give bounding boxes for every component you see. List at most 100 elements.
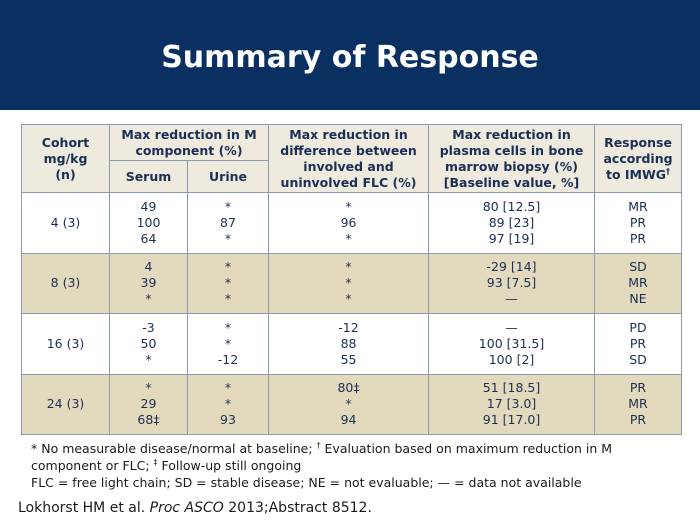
urine-cell: * 87 * (186, 192, 270, 254)
urine-value: * (224, 335, 232, 351)
flc-value: 88 (340, 335, 357, 351)
table-row: 24 (3) * 29 68‡ * * 93 80‡ * 94 51 [18.5] 17 [3.0] 9… (21, 373, 683, 435)
flc-value: -12 (338, 319, 359, 335)
flc-cell: * * * (268, 252, 430, 314)
flc-value: * (345, 275, 352, 291)
footnote-dagger-text: Evaluation based on maximum reduction in… (31, 441, 613, 473)
response-value: PR (629, 230, 647, 246)
flc-cell: -12 88 55 (268, 313, 430, 375)
response-cell: PD PR SD (594, 313, 683, 375)
plasma-value: 91 [17.0] (482, 412, 541, 428)
urine-value: * (224, 291, 232, 307)
header-max-m-component: Max reduction in M component (%) (108, 124, 270, 161)
flc-value: 55 (340, 351, 357, 367)
flc-value: * (345, 198, 352, 214)
cohort-cell: 16 (3) (21, 313, 110, 375)
slide-title: Summary of Response (161, 40, 539, 75)
flc-value: 80‡ (337, 380, 360, 396)
response-value: PR (629, 335, 647, 351)
urine-value: 93 (220, 412, 236, 428)
response-value: SD (629, 351, 647, 367)
plasma-cell: 80 [12.5] 89 [23] 97 [19] (428, 192, 596, 254)
footnote-line2: FLC = free light chain; SD = stable dise… (31, 475, 582, 490)
response-value: MR (628, 198, 648, 214)
flc-cell: 80‡ * 94 (268, 373, 430, 435)
footnotes: * No measurable disease/normal at baseli… (31, 440, 681, 491)
urine-cell: * * * (186, 252, 270, 314)
serum-value: 50 (140, 335, 157, 351)
header-plasma-cells: Max reduction in plasma cells in bone ma… (428, 124, 596, 193)
serum-value: 64 (140, 230, 157, 246)
response-value: PR (629, 214, 647, 230)
plasma-value: — (505, 291, 518, 307)
response-table: Cohort mg/kg (n) Max reduction in M comp… (21, 124, 683, 435)
plasma-cell: -29 [14] 93 [7.5] — (428, 252, 596, 314)
serum-value: 29 (140, 396, 157, 412)
flc-value: * (345, 259, 352, 275)
urine-value: * (224, 319, 232, 335)
serum-value: * (145, 351, 152, 367)
urine-value: * (224, 259, 232, 275)
plasma-cell: 51 [18.5] 17 [3.0] 91 [17.0] (428, 373, 596, 435)
header-response-dagger: † (666, 166, 671, 176)
citation-authors: Lokhorst HM et al. (18, 500, 150, 516)
response-value: SD (629, 259, 647, 275)
citation-journal: Proc ASCO (149, 500, 224, 516)
serum-cell: * 29 68‡ (109, 373, 188, 435)
serum-value: * (145, 291, 152, 307)
urine-value: 87 (220, 214, 236, 230)
urine-value: -12 (217, 351, 239, 367)
plasma-value: 93 [7.5] (486, 275, 537, 291)
header-response-text: Response according to IMWG (603, 134, 673, 182)
header-cohort: Cohort mg/kg (n) (21, 124, 110, 193)
response-value: PR (629, 380, 647, 396)
citation-rest: 2013;Abstract 8512. (223, 500, 372, 516)
serum-value: 100 (136, 214, 161, 230)
serum-cell: 4 39 * (109, 252, 188, 314)
urine-value: * (224, 275, 232, 291)
table-row: 8 (3) 4 39 * * * * * * * -29 [14] 93 [7.5] — SD MR NE (21, 252, 683, 314)
serum-value: 39 (140, 275, 157, 291)
plasma-cell: —100 [31.5] 100 [2] (428, 313, 596, 375)
citation: Lokhorst HM et al. Proc ASCO 2013;Abstra… (18, 500, 678, 516)
response-cell: PR MR PR (594, 373, 683, 435)
footnote-dagger-mark: † (316, 440, 321, 450)
cohort-cell: 8 (3) (21, 252, 110, 314)
plasma-value: 100 [31.5] (478, 335, 545, 351)
table-row: 16 (3) -3 50 * * * -12 -12 88 55—100 [31.5] 100 [2… (21, 313, 683, 375)
flc-cell: * 96 * (268, 192, 430, 254)
header-cohort-line2: mg/kg (43, 150, 88, 166)
response-cell: MR PR PR (594, 192, 683, 254)
footnote-asterisk: * No measurable disease/normal at baseli… (31, 441, 313, 456)
flc-value: * (345, 230, 352, 246)
cohort-cell: 4 (3) (21, 192, 110, 254)
cohort-cell: 24 (3) (21, 373, 110, 435)
header-cohort-line3: (n) (55, 166, 76, 182)
urine-value: * (224, 198, 232, 214)
footnote-ddagger-text: Follow-up still ongoing (157, 458, 302, 473)
flc-value: 96 (340, 214, 357, 230)
table-row: 4 (3) 49 100 64 * 87 * * 96 * 80 [12.5] 89 [23] 97 [… (21, 192, 683, 254)
response-cell: SD MR NE (594, 252, 683, 314)
urine-value: * (224, 396, 232, 412)
header-flc: Max reduction in difference between invo… (268, 124, 430, 193)
table-body: 4 (3) 49 100 64 * 87 * * 96 * 80 [12.5] 89 [23] 97 [… (21, 192, 683, 435)
plasma-value: 89 [23] (488, 214, 535, 230)
response-value: PR (629, 412, 647, 428)
flc-value: 94 (340, 412, 357, 428)
response-value: MR (628, 275, 648, 291)
plasma-value: 80 [12.5] (482, 198, 541, 214)
header-serum: Serum (109, 160, 188, 193)
title-banner: Summary of Response (0, 0, 700, 110)
serum-value: 4 (144, 259, 153, 275)
header-response: Response according to IMWG† (594, 124, 683, 193)
urine-cell: * * -12 (186, 313, 270, 375)
urine-cell: * * 93 (186, 373, 270, 435)
plasma-value: — (505, 319, 518, 335)
header-urine: Urine (186, 160, 270, 193)
plasma-value: 100 [2] (488, 351, 535, 367)
response-value: MR (628, 396, 648, 412)
urine-value: * (224, 230, 232, 246)
plasma-value: -29 [14] (486, 259, 537, 275)
response-value: PD (629, 319, 647, 335)
